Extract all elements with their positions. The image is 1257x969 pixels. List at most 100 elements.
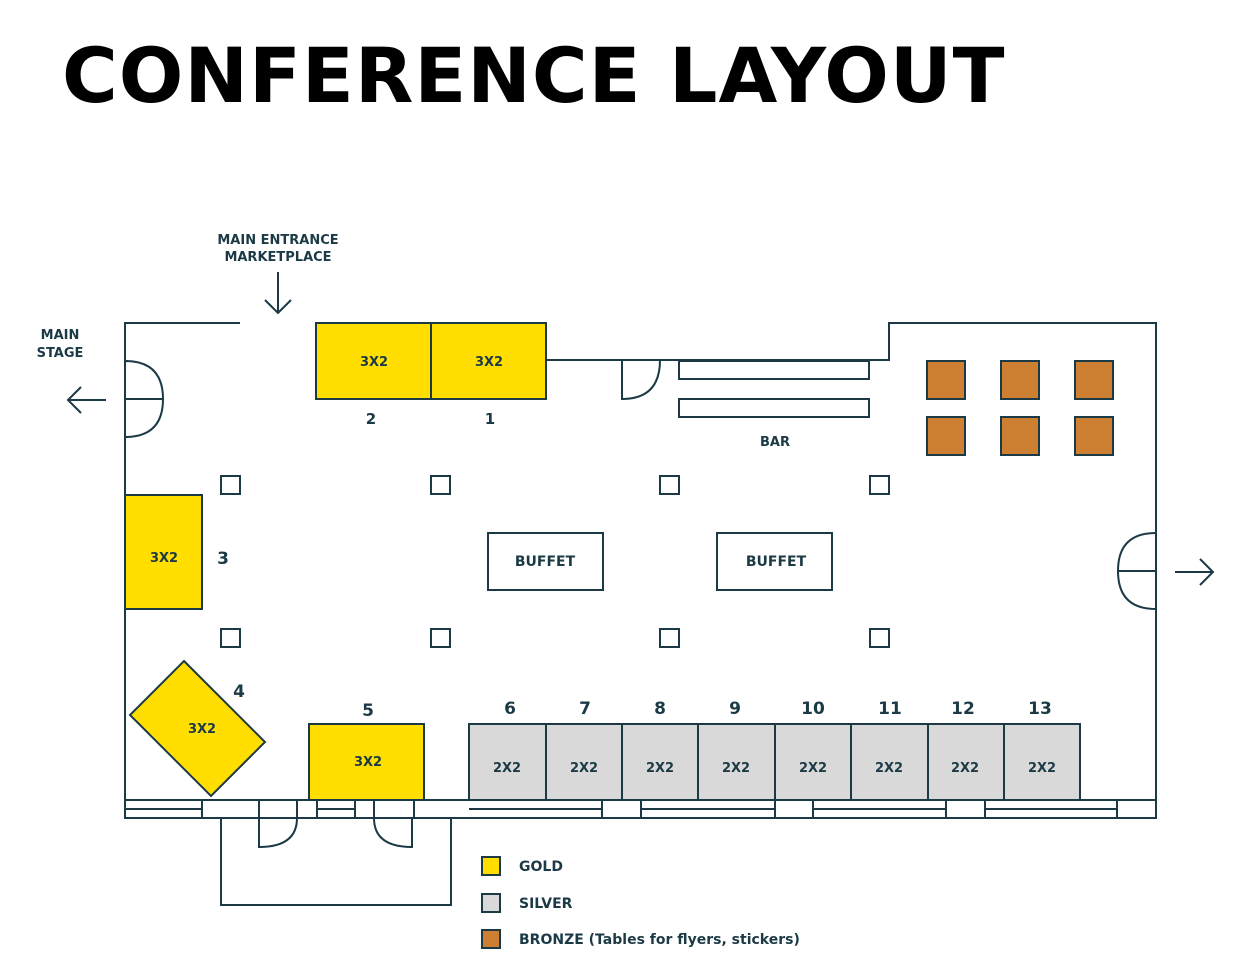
window-segments <box>125 800 1118 818</box>
buffet-label: BUFFET <box>515 554 576 570</box>
booth-rect <box>124 494 203 610</box>
legend-swatch-gold <box>481 856 501 876</box>
pillar <box>430 475 451 495</box>
booth-8: 2X2 8 <box>621 699 699 801</box>
buffet-table <box>487 532 604 591</box>
booth-size: 3X2 <box>475 355 503 370</box>
left-double-door <box>124 360 165 438</box>
right-double-door <box>1116 532 1157 610</box>
pillar <box>869 628 890 648</box>
booth-rect <box>774 723 852 801</box>
booth-number: 10 <box>801 699 825 719</box>
page-title: CONFERENCE LAYOUT <box>62 31 1006 120</box>
bar-counter <box>678 398 870 418</box>
booth-size: 2X2 <box>875 761 903 776</box>
booth-number: 4 <box>233 682 245 702</box>
booth-size: 2X2 <box>646 761 674 776</box>
bronze-tables <box>926 360 1114 456</box>
annex-wall <box>220 818 452 906</box>
booth-number: 13 <box>1028 699 1052 719</box>
pillar <box>659 475 680 495</box>
bar-label: BAR <box>760 435 790 450</box>
entrance-arrow-icon <box>264 272 292 315</box>
booth-rect <box>315 322 432 400</box>
bronze-table <box>926 416 966 456</box>
stage-arrow-icon <box>66 386 106 414</box>
booth-number: 1 <box>485 410 495 428</box>
booth-9: 2X2 9 <box>697 699 776 801</box>
legend-label-gold: GOLD <box>519 859 563 875</box>
booth-size: 3X2 <box>188 722 216 737</box>
legend-swatch-silver <box>481 893 501 913</box>
booth-size: 3X2 <box>150 551 178 566</box>
booth-number: 2 <box>366 410 376 428</box>
booth-13: 2X2 13 <box>1003 699 1081 801</box>
booth-size: 2X2 <box>1028 761 1056 776</box>
bronze-table <box>926 360 966 400</box>
legend-label-silver: SILVER <box>519 896 573 912</box>
bronze-table <box>1000 416 1040 456</box>
booth-number: 3 <box>217 549 229 569</box>
booth-number: 6 <box>504 699 516 719</box>
booth-number: 7 <box>579 699 591 719</box>
bar <box>678 360 870 418</box>
pillar <box>220 628 241 648</box>
booth-2: 3X2 2 <box>315 322 432 428</box>
booth-rect <box>621 723 699 801</box>
pillar <box>869 475 890 495</box>
walls <box>124 322 1157 906</box>
booth-6: 2X2 6 <box>468 699 547 801</box>
booth-size: 2X2 <box>799 761 827 776</box>
booth-number: 9 <box>729 699 741 719</box>
booth-11: 2X2 11 <box>850 699 929 801</box>
booth-rect <box>128 659 267 798</box>
buffet-table <box>716 532 833 591</box>
bar-door <box>621 359 661 401</box>
booth-rect <box>308 723 425 801</box>
pillar <box>659 628 680 648</box>
booth-number: 5 <box>362 701 374 721</box>
pillars <box>220 475 890 648</box>
annex-door-left <box>258 817 298 849</box>
booth-10: 2X2 10 <box>774 699 852 801</box>
pillar <box>430 628 451 648</box>
booth-size: 2X2 <box>722 761 750 776</box>
bronze-table <box>1000 360 1040 400</box>
booth-7: 2X2 7 <box>545 699 623 801</box>
legend-swatch-bronze <box>481 929 501 949</box>
booth-1: 3X2 1 <box>430 322 547 428</box>
booth-12: 2X2 12 <box>927 699 1005 801</box>
legend-label-bronze: BRONZE (Tables for flyers, stickers) <box>519 932 800 948</box>
booth-rect <box>468 723 547 801</box>
booth-rect <box>1003 723 1081 801</box>
booth-4: 3X2 4 <box>128 659 267 798</box>
marketplace-label: MARKETPLACE <box>224 250 331 265</box>
booth-rect <box>430 322 547 400</box>
arrows <box>66 272 1215 586</box>
doors <box>124 359 1157 849</box>
main-stage-label-line1: MAIN <box>41 328 80 343</box>
exit-arrow-icon <box>1175 558 1215 586</box>
booth-size: 2X2 <box>493 761 521 776</box>
booth-3: 3X2 3 <box>124 494 229 610</box>
pillar <box>220 475 241 495</box>
booth-size: 3X2 <box>360 355 388 370</box>
booth-size: 2X2 <box>570 761 598 776</box>
bar-counter <box>678 360 870 380</box>
booth-number: 8 <box>654 699 666 719</box>
booth-rect <box>927 723 1005 801</box>
annex-door-right <box>373 817 413 849</box>
bronze-table <box>1074 416 1114 456</box>
bronze-table <box>1074 360 1114 400</box>
main-stage-label-line2: STAGE <box>37 346 84 361</box>
booth-size: 2X2 <box>951 761 979 776</box>
booth-number: 11 <box>878 699 902 719</box>
buffets: BUFFET BUFFET <box>487 532 833 591</box>
buffet-label: BUFFET <box>746 554 807 570</box>
main-entrance-label: MAIN ENTRANCE <box>217 233 338 248</box>
legend: GOLD SILVER BRONZE (Tables for flyers, s… <box>481 856 800 949</box>
booth-rect <box>697 723 776 801</box>
booth-5: 3X2 5 <box>308 701 425 801</box>
booth-rect <box>850 723 929 801</box>
